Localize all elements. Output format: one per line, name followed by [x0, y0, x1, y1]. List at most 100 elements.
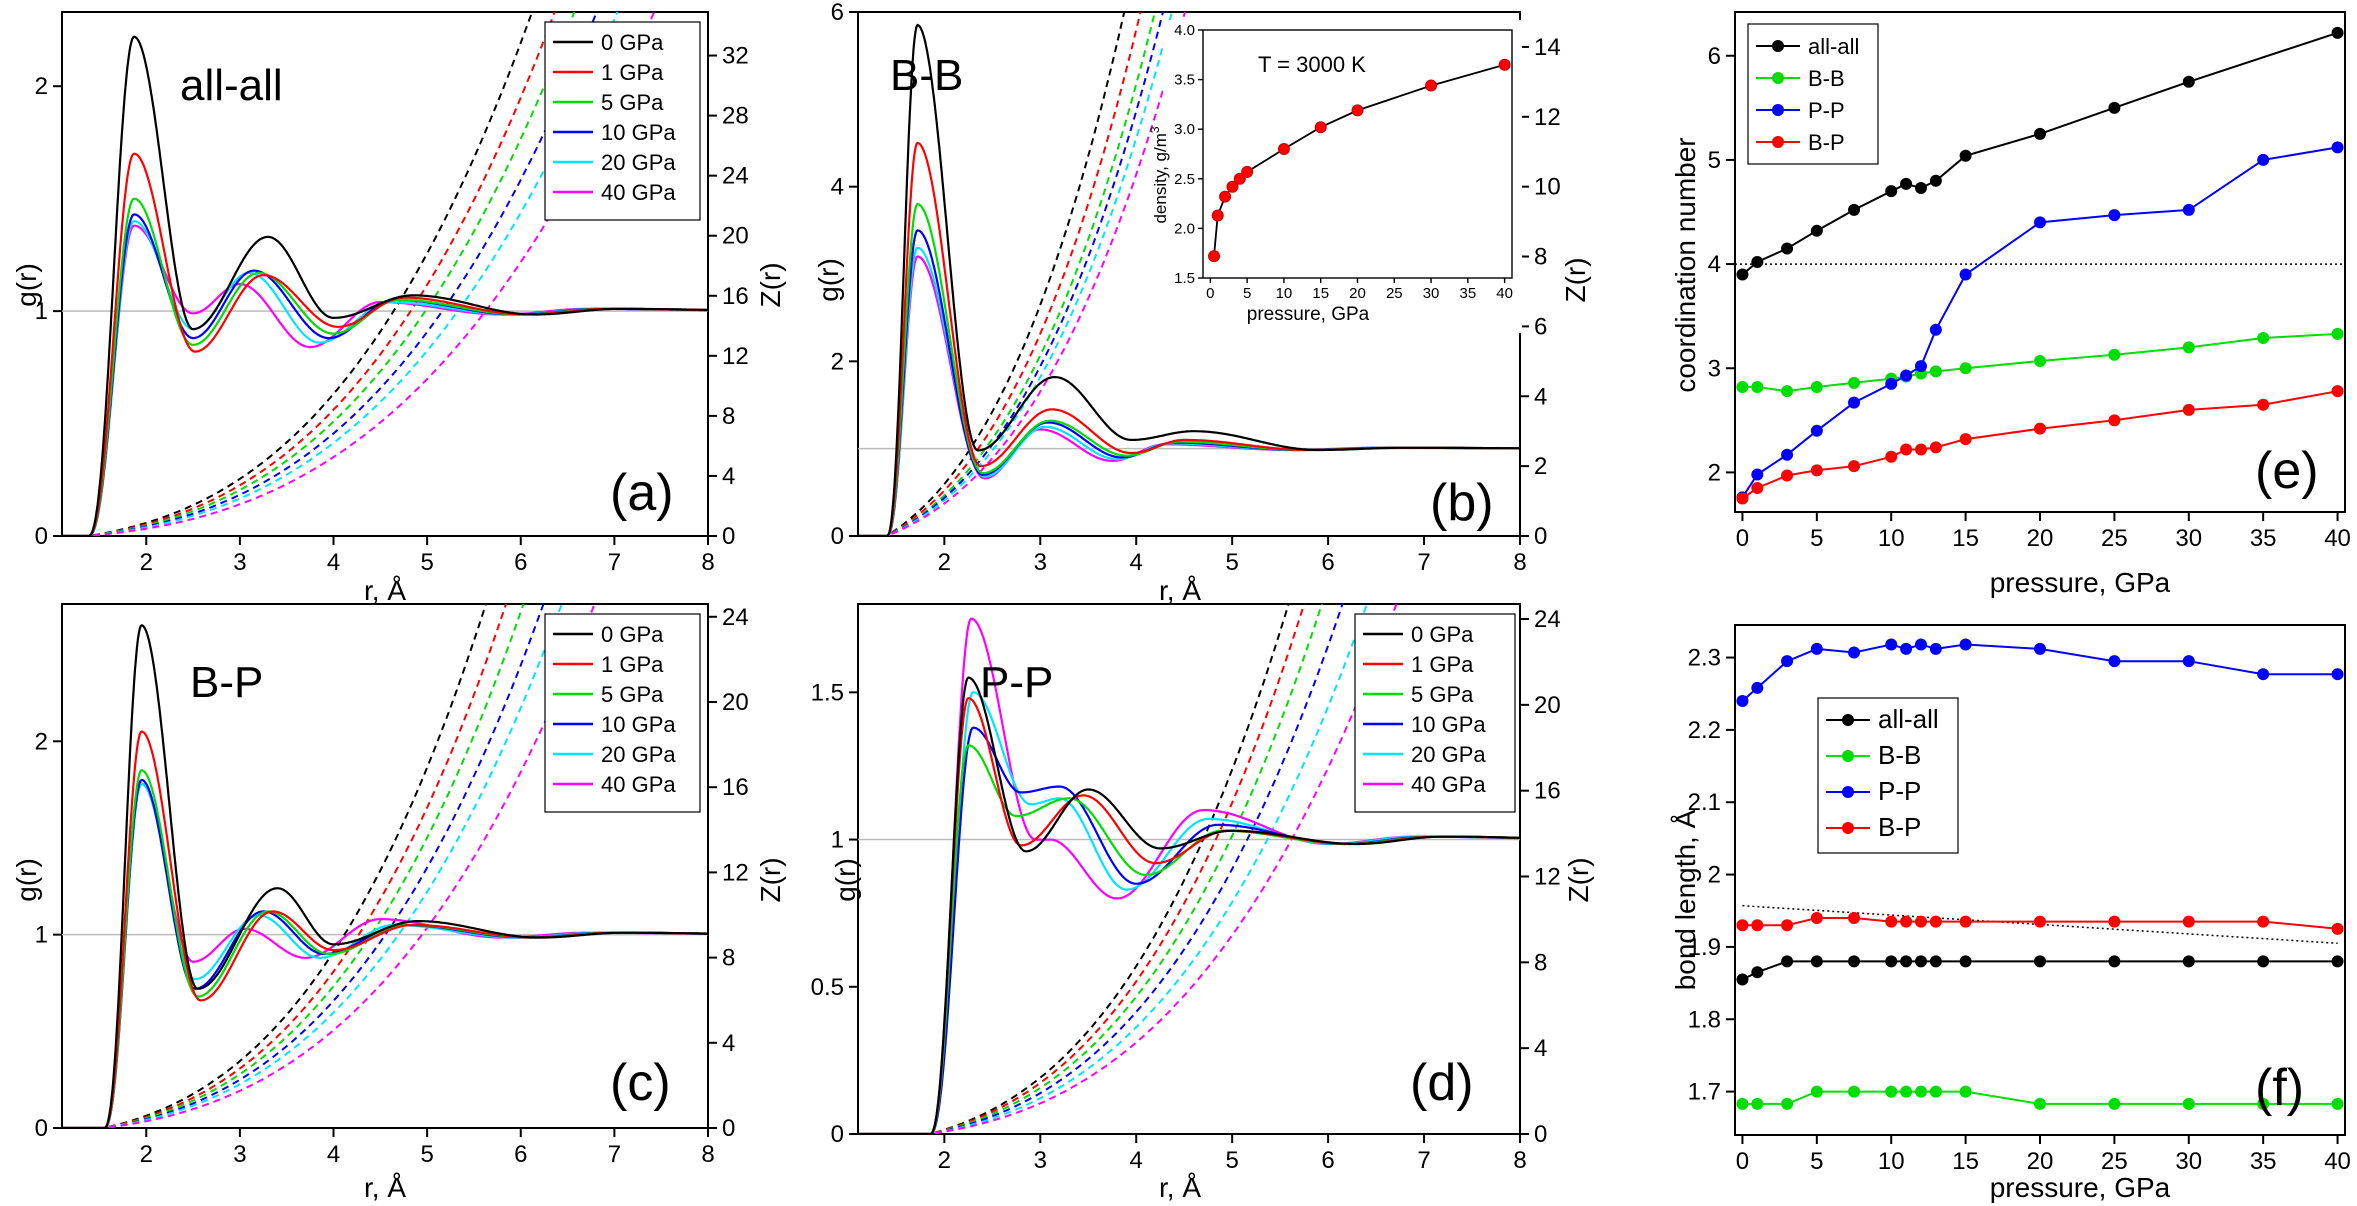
panel-e-point-bp	[1959, 433, 1972, 446]
panel-e-xtick-label: 0	[1736, 525, 1749, 552]
panel-e-xtick-label: 25	[2101, 525, 2128, 552]
panel-f-point-bb	[2182, 1097, 2195, 1110]
panel-d-legend-entry: 10 GPa	[1411, 712, 1486, 737]
panel-b-y2tick-label: 6	[1534, 313, 1547, 340]
panel-c-y2tick-label: 20	[722, 689, 749, 716]
panel-f-point-bp	[1914, 915, 1927, 928]
panel-f-point-bb	[1848, 1085, 1861, 1098]
panel-b-xtick-label: 2	[938, 549, 951, 576]
panel-e-point-bp	[1751, 482, 1764, 495]
panel-c-legend-entry: 20 GPa	[601, 742, 676, 767]
inset-ylabel-sup: 3	[1148, 126, 1162, 133]
panel-f-point-bb	[2331, 1097, 2344, 1110]
panel-d: P-P (d) r, Å g(r) Z(r)	[830, 658, 1594, 1203]
panel-e-legend-marker	[1772, 72, 1784, 84]
panel-c: B-P (c) r, Å g(r) Z(r)	[11, 658, 786, 1203]
panel-e-point-bb	[1848, 376, 1861, 389]
panel-f-point-bp	[1885, 915, 1898, 928]
panel-f-point-allall	[1810, 955, 1823, 968]
panel-a: all-all (a) r, Å g(r) Z(r)	[11, 61, 786, 606]
panel-e-point-pp	[1810, 424, 1823, 437]
panel-f-point-bb	[1959, 1085, 1972, 1098]
panel-e-ytick-label: 3	[1708, 355, 1721, 382]
panel-a-zr-5gpa	[92, 12, 576, 536]
panel-d-xtick-label: 2	[938, 1147, 951, 1174]
panel-d-xlabel: r, Å	[1159, 1172, 1201, 1203]
panel-e-xtick-label: 30	[2175, 525, 2202, 552]
panel-c-xtick-label: 6	[514, 1141, 527, 1168]
panel-c-zr-20gpa	[108, 604, 563, 1128]
panel-d-xtick-label: 8	[1513, 1147, 1526, 1174]
panel-d-y2tick-label: 8	[1534, 949, 1547, 976]
panel-c-gr-0gpa	[62, 624, 708, 1128]
panel-b-zr-40gpa	[891, 12, 1186, 535]
panel-f-point-pp	[1929, 642, 1942, 655]
panel-e-point-allall	[1914, 182, 1927, 195]
panel-e-point-pp	[2034, 216, 2046, 229]
panel-f-point-bp	[2182, 915, 2195, 928]
panel-f-xtick-label: 30	[2175, 1148, 2202, 1175]
panel-f-xlabel: pressure, GPa	[1990, 1172, 2171, 1203]
panel-a-ytick-label: 2	[35, 73, 48, 100]
panel-e-point-bp	[1885, 450, 1898, 463]
panel-c-ytick-label: 2	[35, 728, 48, 755]
panel-e-point-bp	[2257, 398, 2270, 411]
panel-a-legend-entry: 1 GPa	[601, 60, 664, 85]
panel-f-point-bp	[1751, 919, 1764, 932]
panel-a-xtick-label: 5	[420, 549, 433, 576]
panel-a-zr-0gpa	[92, 12, 534, 536]
panel-a-ylabel: g(r)	[11, 263, 42, 307]
panel-a-xtick-label: 4	[327, 549, 340, 576]
panel-b-xtick-label: 4	[1130, 549, 1143, 576]
inset-ytick-label: 2.0	[1174, 220, 1195, 237]
panel-f-point-allall	[2257, 955, 2270, 968]
panel-d-legend-entry: 40 GPa	[1411, 772, 1486, 797]
panel-c-zr-5gpa	[108, 604, 525, 1128]
panel-c-zr-40gpa	[108, 604, 596, 1128]
panel-f-point-allall	[1929, 955, 1942, 968]
panel-e-point-bp	[1914, 443, 1927, 456]
panel-a-xtick-label: 2	[140, 549, 153, 576]
panel-b-gr-0gpa	[858, 23, 1520, 536]
panel-f-ytick-label: 1.9	[1688, 934, 1721, 961]
panel-a-legend-entry: 0 GPa	[601, 30, 664, 55]
panel-a-ytick-label: 1	[35, 298, 48, 325]
panel-e: (e) pressure, GPa coordination number	[1670, 137, 2319, 598]
panel-e-point-bp	[1781, 469, 1794, 482]
panel-f-point-bp	[1810, 911, 1823, 924]
panel-e-point-allall	[1900, 177, 1913, 190]
panel-e-point-bb	[1736, 381, 1749, 393]
panel-f-point-bb	[1781, 1097, 1794, 1110]
inset-density-point	[1211, 209, 1224, 222]
panel-f-point-bp	[2108, 915, 2121, 928]
panel-f-point-pp	[2108, 655, 2121, 668]
panel-c-title: B-P	[190, 658, 263, 707]
panel-f-point-bb	[1914, 1085, 1927, 1098]
panel-f-point-bp	[2034, 915, 2046, 928]
panel-c-ylabel: g(r)	[11, 858, 42, 902]
panel-e-point-bp	[1810, 464, 1823, 477]
panel-b-curves	[858, 12, 1520, 536]
panel-e-point-bb	[2034, 354, 2046, 367]
panel-e-point-allall	[1885, 185, 1898, 198]
panel-f-ytick-label: 2.2	[1688, 717, 1721, 744]
inset-xtick-label: 40	[1496, 285, 1513, 302]
panel-e-point-pp	[2182, 203, 2195, 216]
panel-a-ytick-label: 0	[35, 523, 48, 550]
panel-a-xtick-label: 6	[514, 549, 527, 576]
panel-d-curves	[858, 604, 1520, 1134]
panel-f-xtick-label: 0	[1736, 1148, 1749, 1175]
panel-f-point-allall	[1848, 955, 1861, 968]
panel-a-y2tick-label: 32	[722, 43, 749, 70]
panel-b-y2tick-label: 8	[1534, 244, 1547, 271]
panel-e-point-allall	[2331, 26, 2344, 39]
panel-f-point-pp	[2331, 668, 2344, 681]
inset-xlabel: pressure, GPa	[1247, 304, 1370, 325]
panel-e-point-bp	[1929, 441, 1942, 454]
panel-a-legend-entry: 20 GPa	[601, 150, 676, 175]
panel-c-legend-entry: 0 GPa	[601, 622, 664, 647]
panel-c-legend-entry: 40 GPa	[601, 772, 676, 797]
panel-f-point-pp	[1914, 638, 1927, 651]
panel-d-ytick-label: 0	[831, 1121, 844, 1148]
panel-e-point-bp	[2331, 385, 2344, 398]
